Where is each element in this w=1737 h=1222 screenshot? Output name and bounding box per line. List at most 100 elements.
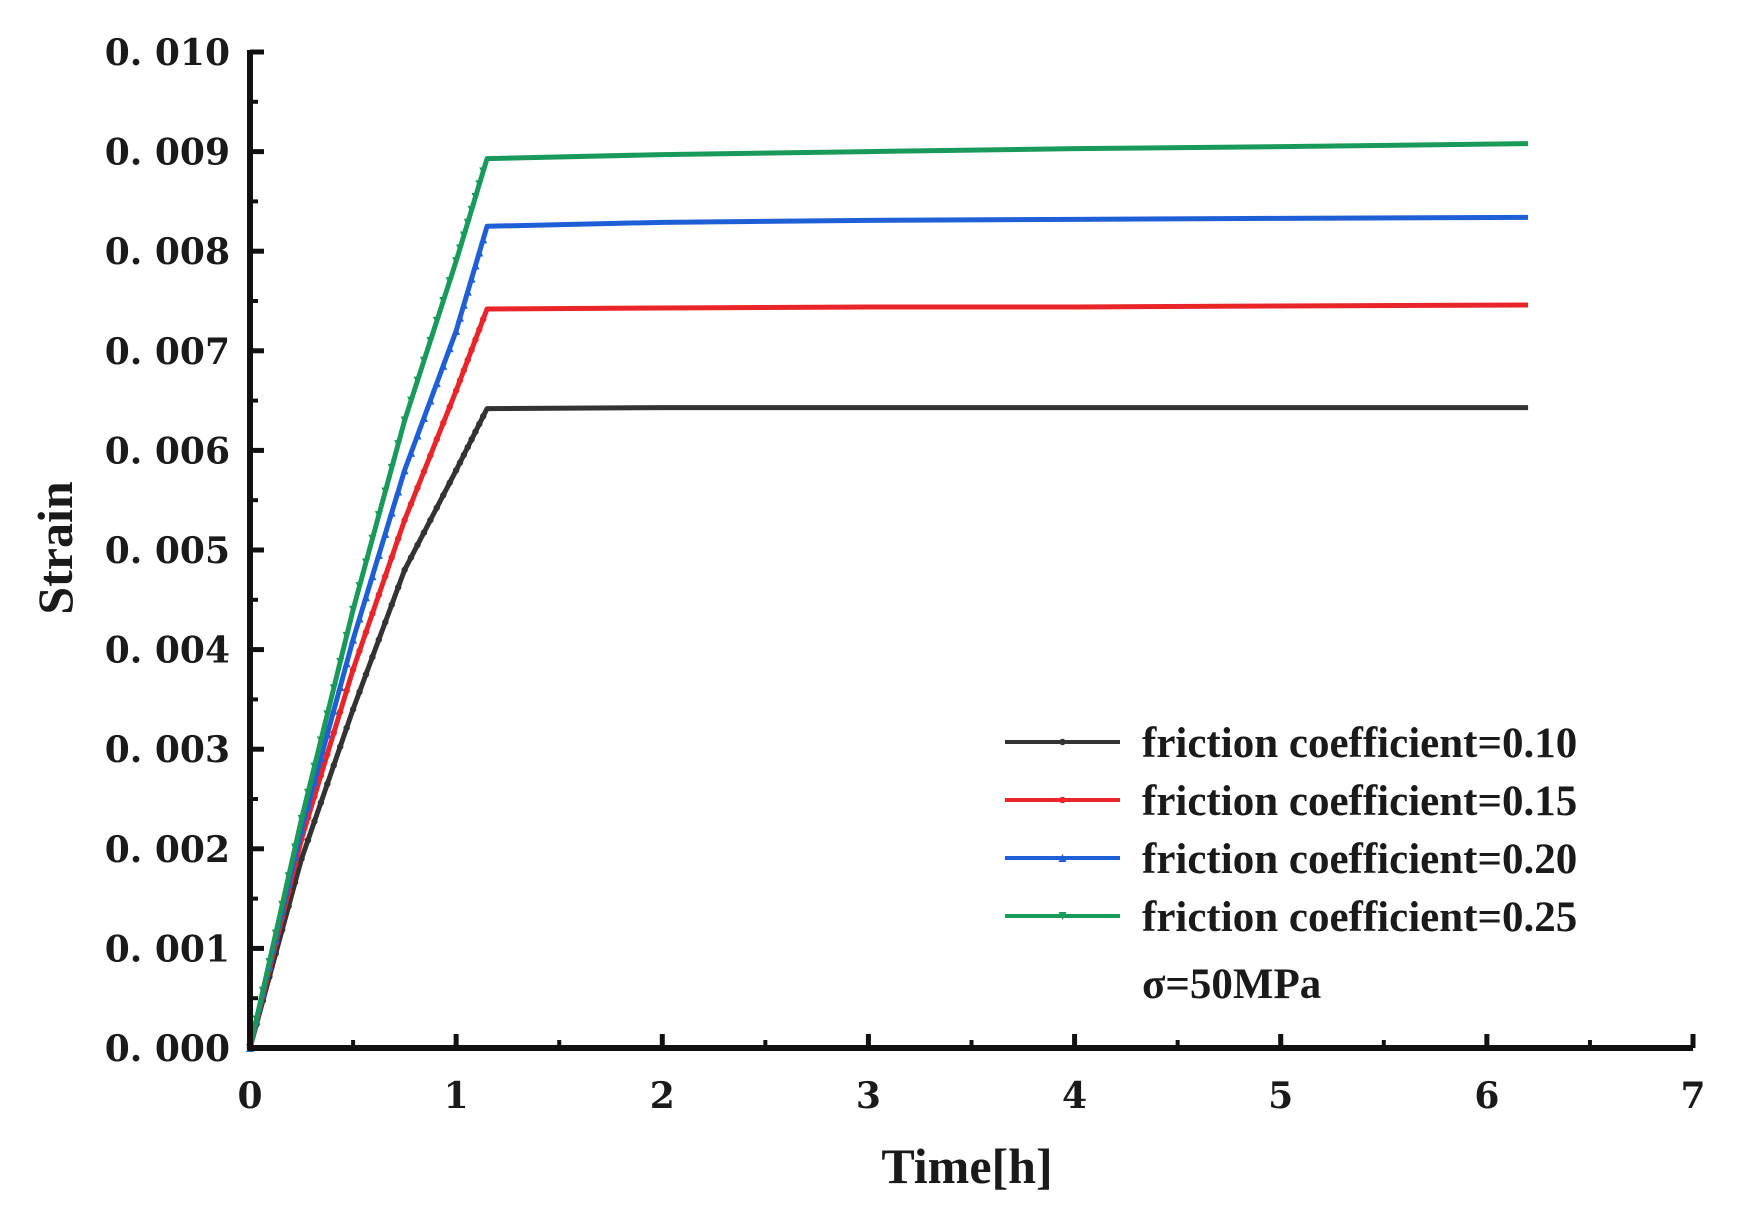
y-tick-label: 0. 010 xyxy=(105,32,230,74)
data-point xyxy=(479,235,488,244)
data-point xyxy=(420,529,428,536)
data-point xyxy=(433,504,441,511)
data-point xyxy=(479,413,487,420)
data-point xyxy=(284,872,293,881)
data-point xyxy=(427,516,434,524)
data-point xyxy=(407,500,415,508)
y-axis-title: Strain xyxy=(27,481,83,615)
data-point xyxy=(342,659,351,668)
data-point xyxy=(310,762,319,771)
legend-item-4: friction coefficient=0.25 xyxy=(1005,894,1577,941)
data-point xyxy=(258,986,267,995)
y-tick-label: 0. 002 xyxy=(105,829,230,871)
data-point xyxy=(323,710,332,719)
data-point xyxy=(432,316,441,325)
data-point xyxy=(464,443,471,451)
data-point xyxy=(452,326,461,335)
data-point xyxy=(414,484,421,491)
x-tick-label: 6 xyxy=(1474,1075,1499,1117)
data-point xyxy=(452,467,460,474)
data-point xyxy=(356,688,363,696)
data-point xyxy=(476,420,483,428)
data-point xyxy=(479,315,487,323)
data-point xyxy=(298,855,305,862)
data-point xyxy=(456,244,465,253)
data-point xyxy=(427,452,434,459)
x-axis-title: Time[h] xyxy=(881,1138,1052,1194)
data-point xyxy=(388,601,395,608)
data-point xyxy=(368,534,377,543)
y-tick-label: 0. 009 xyxy=(105,132,230,174)
data-point xyxy=(297,814,306,823)
data-point xyxy=(336,743,344,750)
data-point xyxy=(362,671,370,678)
legend-label: friction coefficient=0.20 xyxy=(1142,836,1577,883)
data-point xyxy=(463,287,472,296)
data-point xyxy=(369,653,376,661)
data-point xyxy=(476,326,483,333)
data-point xyxy=(394,487,403,496)
data-point xyxy=(475,180,484,189)
data-point xyxy=(1058,854,1067,862)
x-tick-label: 7 xyxy=(1680,1075,1705,1117)
data-point xyxy=(387,463,396,472)
data-point xyxy=(336,682,345,691)
data-point xyxy=(387,508,396,517)
data-point xyxy=(1059,738,1066,746)
data-point xyxy=(468,346,475,354)
data-point xyxy=(329,706,338,715)
data-point xyxy=(420,468,428,475)
data-point xyxy=(316,736,325,745)
data-point xyxy=(445,344,454,353)
data-point xyxy=(407,396,416,405)
data-point xyxy=(349,605,358,614)
data-point xyxy=(460,367,468,374)
data-point xyxy=(419,414,428,423)
data-point xyxy=(265,958,274,967)
data-point xyxy=(460,451,468,459)
data-point xyxy=(349,706,357,713)
legend-label: friction coefficient=0.25 xyxy=(1142,894,1577,941)
x-tick-label: 3 xyxy=(856,1075,881,1117)
data-point xyxy=(271,929,280,938)
data-point xyxy=(329,684,338,693)
series-line xyxy=(247,141,1529,1049)
data-point xyxy=(324,780,331,788)
data-point xyxy=(343,724,350,732)
data-point xyxy=(349,666,357,673)
data-point xyxy=(432,379,441,388)
data-point xyxy=(463,218,472,227)
data-point xyxy=(382,572,389,580)
data-point xyxy=(452,257,461,266)
data-point xyxy=(452,387,460,394)
data-point xyxy=(400,416,409,425)
data-point xyxy=(304,836,312,844)
data-point xyxy=(361,558,370,567)
data-point xyxy=(330,729,337,737)
data-point xyxy=(374,511,383,520)
data-point xyxy=(394,535,402,542)
data-point xyxy=(445,277,454,286)
data-point xyxy=(317,799,325,806)
data-point xyxy=(472,428,479,435)
data-point xyxy=(374,550,383,559)
data-point xyxy=(361,593,370,602)
data-point xyxy=(394,440,403,449)
data-point xyxy=(362,628,370,636)
data-point xyxy=(355,614,364,623)
data-point xyxy=(349,635,358,644)
y-tick-label: 0. 006 xyxy=(105,430,230,472)
data-point xyxy=(459,231,468,240)
data-point xyxy=(440,492,447,499)
data-point xyxy=(381,487,390,496)
data-point xyxy=(382,619,389,626)
data-point xyxy=(407,554,415,561)
data-point xyxy=(375,636,383,643)
y-tick-label: 0. 008 xyxy=(105,231,230,273)
y-tick-label: 0. 001 xyxy=(105,928,230,970)
data-point xyxy=(375,591,383,599)
legend-item-2: friction coefficient=0.15 xyxy=(1005,778,1577,825)
data-point xyxy=(471,261,480,270)
data-point xyxy=(433,435,441,443)
data-point xyxy=(459,300,468,309)
